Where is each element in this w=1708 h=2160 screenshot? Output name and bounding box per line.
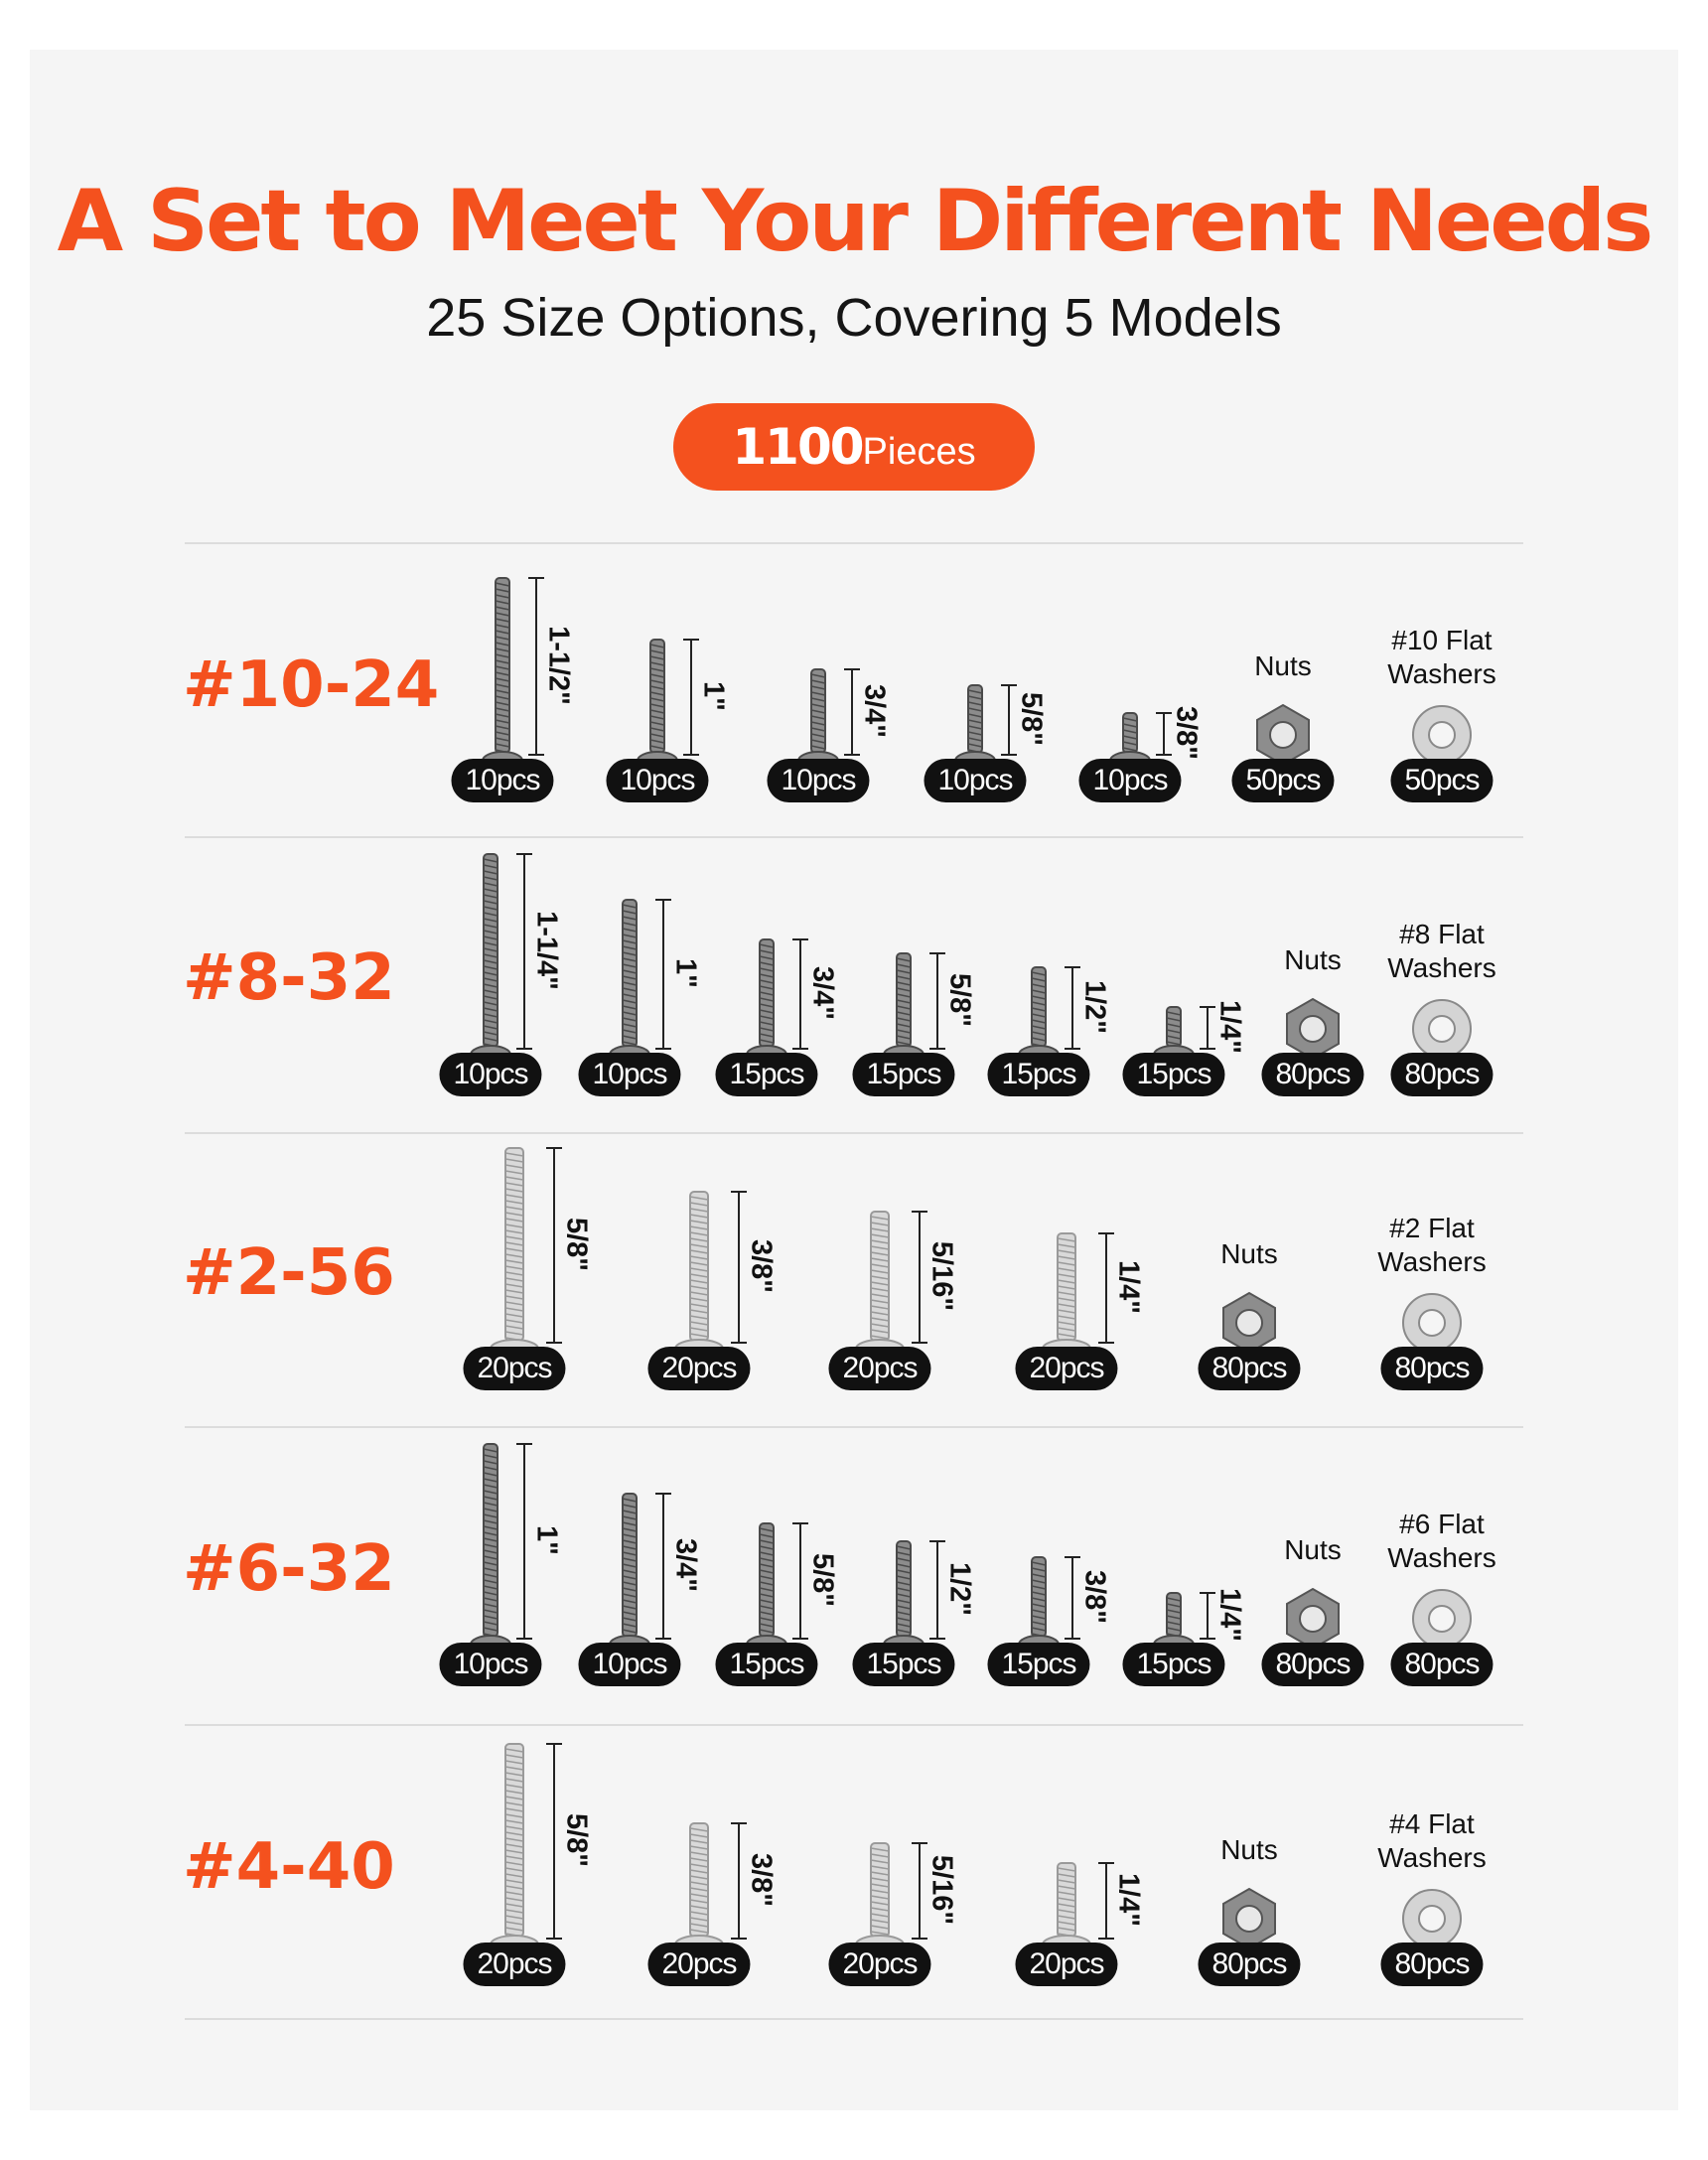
quantity-badge: 10pcs [578,1643,681,1686]
screw-length-label: 1" [669,958,702,988]
thread-size-label: #2-56 [183,1236,395,1310]
screw-image [883,1540,945,1655]
row-divider [185,1724,1523,1726]
nuts-label: Nuts [1220,1834,1278,1865]
quantity-badge: 80pcs [1261,1053,1364,1096]
screw-length-label: 3/8" [1170,705,1203,761]
quantity-badge: 20pcs [463,1347,566,1390]
quantity-badge: 20pcs [463,1943,566,1986]
page-title: A Set to Meet Your Different Needs [57,172,1654,271]
quantity-badge: 15pcs [852,1643,955,1686]
quantity-badge: 10pcs [439,1053,542,1096]
quantity-badge: 10pcs [1078,759,1182,802]
quantity-badge: 80pcs [1198,1943,1301,1986]
screw-length-label: 1/2" [1078,979,1111,1035]
row-divider [185,2018,1523,2020]
thread-size-label: #8-32 [183,941,395,1015]
screw-length-label: 5/8" [560,1217,593,1272]
screw-length-label: 3/4" [669,1537,702,1593]
nuts-label: Nuts [1220,1238,1278,1269]
total-pieces-unit: Pieces [862,431,976,473]
nuts-label: Nuts [1284,1534,1342,1565]
quantity-badge: 10pcs [924,759,1027,802]
quantity-badge: 15pcs [987,1643,1090,1686]
screw-image [470,853,532,1065]
screw-length-label: 3/4" [858,683,891,739]
screw-length-label: 5/16" [925,1854,958,1926]
washers-label: #2 Flat Washers [1377,1213,1487,1277]
quantity-badge: 20pcs [828,1943,931,1986]
thread-size-label: #6-32 [183,1532,395,1606]
quantity-badge: 80pcs [1380,1347,1484,1390]
quantity-badge: 10pcs [606,759,709,802]
screw-length-label: 5/8" [1015,691,1048,747]
screw-length-label: 1" [697,681,730,711]
quantity-badge: 80pcs [1390,1643,1494,1686]
screw-length-label: 3/8" [745,1852,778,1908]
quantity-badge: 50pcs [1231,759,1335,802]
screw-length-label: 5/8" [943,972,976,1028]
quantity-badge: 80pcs [1390,1053,1494,1096]
quantity-badge: 15pcs [1122,1643,1225,1686]
screw-length-label: 1/4" [1213,1587,1246,1643]
hex-nut-icon [1222,1887,1276,1950]
screw-length-label: 3/8" [1078,1569,1111,1625]
screw-length-label: 1/4" [1112,1259,1145,1315]
thread-size-label: #4-40 [183,1830,395,1904]
nuts-label: Nuts [1254,650,1312,681]
flat-washer-icon [1412,1589,1472,1649]
screw-length-label: 1/4" [1213,999,1246,1055]
quantity-badge: 15pcs [987,1053,1090,1096]
page-subtitle: 25 Size Options, Covering 5 Models [426,288,1282,348]
screw-length-label: 5/16" [925,1240,958,1312]
washers-label: #8 Flat Washers [1387,919,1496,983]
screw-length-label: 5/8" [560,1812,593,1868]
total-pieces-badge: 1100Pieces [673,403,1035,491]
quantity-badge: 10pcs [451,759,554,802]
flat-washer-icon [1402,1889,1462,1948]
quantity-badge: 15pcs [715,1643,818,1686]
quantity-badge: 80pcs [1380,1943,1484,1986]
screw-length-label: 5/8" [806,1552,839,1608]
quantity-badge: 50pcs [1390,759,1494,802]
screw-length-label: 3/4" [806,965,839,1021]
quantity-badge: 80pcs [1198,1347,1301,1390]
row-divider [185,542,1523,544]
quantity-badge: 20pcs [828,1347,931,1390]
total-pieces-number: 1100 [732,418,864,476]
row-divider [185,1132,1523,1134]
screw-length-label: 1-1/4" [530,911,563,990]
screw-length-label: 3/8" [745,1238,778,1294]
quantity-badge: 20pcs [1015,1347,1118,1390]
thread-size-label: #10-24 [183,648,440,722]
quantity-badge: 15pcs [852,1053,955,1096]
row-divider [185,1426,1523,1428]
row-divider [185,836,1523,838]
screw-length-label: 1/4" [1112,1872,1145,1928]
quantity-badge: 10pcs [578,1053,681,1096]
quantity-badge: 15pcs [715,1053,818,1096]
screw-image [674,1191,747,1359]
nuts-label: Nuts [1284,944,1342,975]
quantity-badge: 80pcs [1261,1643,1364,1686]
hex-nut-icon [1256,703,1310,767]
quantity-badge: 10pcs [439,1643,542,1686]
quantity-badge: 20pcs [647,1347,751,1390]
screw-length-label: 1/2" [943,1561,976,1617]
washers-label: #6 Flat Washers [1387,1509,1496,1573]
screw-length-label: 1" [530,1525,563,1555]
screw-length-label: 1-1/2" [542,626,575,705]
quantity-badge: 10pcs [767,759,870,802]
quantity-badge: 15pcs [1122,1053,1225,1096]
washers-label: #10 Flat Washers [1387,625,1496,689]
quantity-badge: 20pcs [647,1943,751,1986]
washers-label: #4 Flat Washers [1377,1808,1487,1873]
quantity-badge: 20pcs [1015,1943,1118,1986]
